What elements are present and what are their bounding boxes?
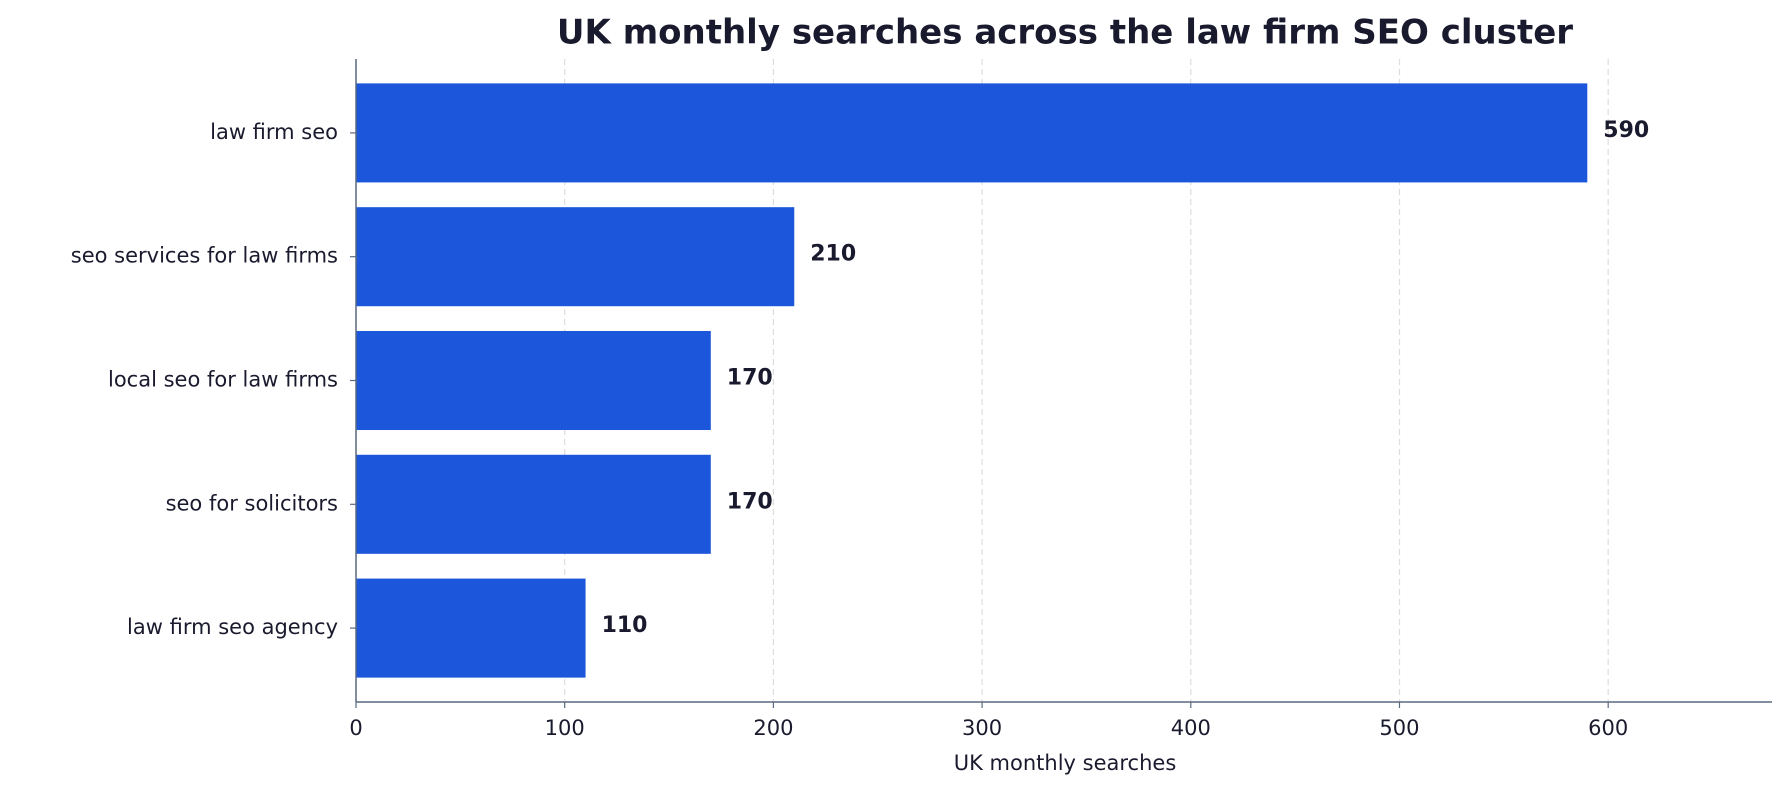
x-tick-label: 300 (962, 716, 1002, 740)
bar (356, 207, 795, 307)
chart-title: UK monthly searches across the law firm … (557, 13, 1573, 53)
bar (356, 330, 711, 431)
bar (356, 454, 711, 554)
x-tick-label: 500 (1379, 716, 1419, 740)
value-label: 170 (727, 489, 773, 514)
x-axis-label: UK monthly searches (954, 751, 1177, 775)
value-label: 110 (602, 613, 648, 638)
y-tick-label: law firm seo (210, 120, 338, 144)
y-tick-label: law firm seo agency (127, 615, 338, 639)
x-tick-label: 600 (1588, 716, 1628, 740)
x-tick-label: 0 (349, 716, 362, 740)
y-tick-label: seo for solicitors (166, 491, 338, 515)
value-label: 210 (810, 242, 856, 267)
bar (356, 83, 1588, 183)
bar (356, 578, 586, 678)
y-tick-label: local seo for law firms (108, 368, 338, 392)
value-label: 590 (1603, 118, 1649, 143)
x-tick-label: 100 (545, 716, 585, 740)
value-label: 170 (727, 366, 773, 391)
x-tick-label: 200 (753, 716, 793, 740)
x-tick-label: 400 (1171, 716, 1211, 740)
y-tick-label: seo services for law firms (71, 244, 338, 268)
